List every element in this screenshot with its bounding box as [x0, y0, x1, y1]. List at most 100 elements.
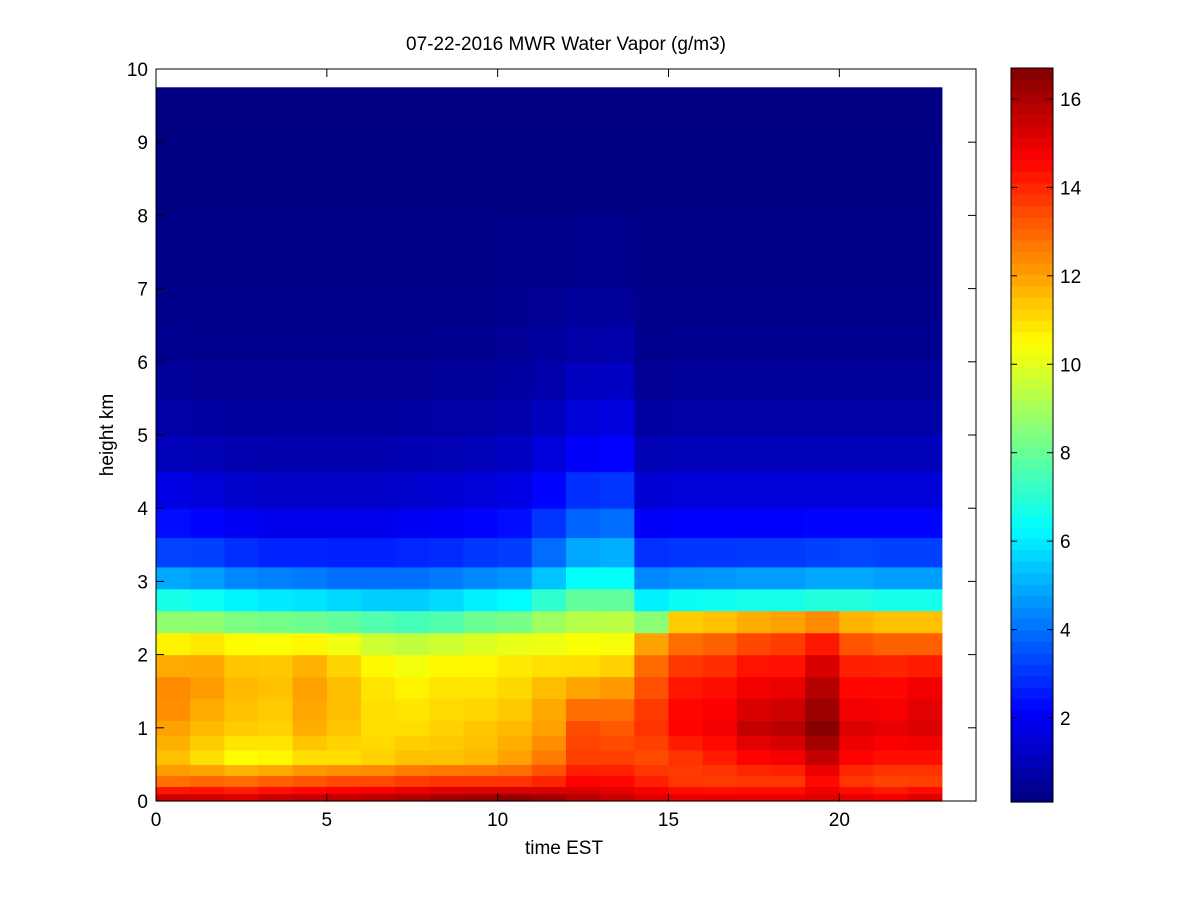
y-tick-label: 3	[137, 572, 148, 593]
heatmap-cell	[224, 632, 260, 656]
heatmap-cell	[531, 698, 567, 722]
colorbar-step	[1011, 297, 1053, 310]
heatmap-cell	[326, 749, 362, 765]
heatmap-cell	[634, 698, 670, 722]
heatmap-cell	[531, 325, 567, 363]
colorbar-step	[1011, 595, 1053, 608]
heatmap-cell	[156, 508, 191, 539]
heatmap-cell	[736, 215, 772, 290]
heatmap-cell	[463, 676, 499, 700]
heatmap-cell	[771, 325, 806, 363]
heatmap-cell	[702, 87, 738, 143]
heatmap-cell	[702, 398, 738, 436]
heatmap-cell	[668, 566, 704, 590]
heatmap-cell	[463, 361, 499, 399]
heatmap-cell	[224, 435, 260, 473]
colorbar-step	[1011, 320, 1053, 333]
heatmap-cell	[258, 786, 294, 795]
heatmap-cell	[702, 566, 738, 590]
heatmap-cell	[190, 398, 225, 436]
heatmap-cell	[702, 588, 738, 612]
heatmap-cell	[907, 698, 943, 722]
y-tick-label: 1	[137, 719, 148, 740]
heatmap-cell	[395, 215, 430, 290]
heatmap-cell	[634, 398, 670, 436]
heatmap-cell	[600, 720, 635, 736]
heatmap-cell	[873, 361, 909, 399]
colorbar-step	[1011, 251, 1053, 264]
heatmap-cell	[463, 142, 499, 216]
heatmap-cell	[463, 654, 499, 678]
heatmap-cell	[668, 215, 704, 290]
x-axis-label: time EST	[525, 838, 604, 859]
heatmap-cell	[634, 654, 670, 678]
heatmap-cell	[531, 398, 567, 436]
heatmap-cell	[224, 764, 260, 776]
heatmap-cell	[326, 215, 362, 290]
heatmap-cell	[156, 775, 191, 787]
heatmap-cell	[497, 142, 533, 216]
heatmap-cell	[839, 537, 875, 568]
heatmap-cell	[429, 654, 465, 678]
heatmap-cell	[429, 508, 465, 539]
heatmap-cell	[600, 676, 635, 700]
heatmap-cell	[839, 142, 875, 216]
heatmap-cell	[805, 566, 840, 590]
heatmap-cell	[224, 361, 260, 399]
colorbar-tick-label: 14	[1060, 178, 1082, 199]
heatmap-cell	[839, 676, 875, 700]
heatmap-cell	[326, 435, 362, 473]
colorbar-tick-label: 6	[1060, 532, 1071, 553]
heatmap-cell	[395, 610, 430, 634]
heatmap-cell	[600, 471, 635, 509]
heatmap-cell	[771, 288, 806, 326]
heatmap-cell	[361, 142, 396, 216]
y-axis-label: height km	[97, 394, 118, 476]
heatmap-cell	[771, 698, 806, 722]
heatmap-cell	[326, 87, 362, 143]
colorbar-step	[1011, 779, 1053, 792]
heatmap-cell	[429, 588, 465, 612]
heatmap-cell	[668, 288, 704, 326]
heatmap-cell	[805, 654, 840, 678]
heatmap-cell	[839, 508, 875, 539]
heatmap-cell	[326, 588, 362, 612]
colorbar-step	[1011, 675, 1053, 688]
heatmap-cell	[805, 325, 840, 363]
heatmap-cell	[736, 398, 772, 436]
heatmap-cell	[702, 775, 738, 787]
colorbar-step	[1011, 79, 1053, 92]
y-tick-label: 6	[137, 353, 148, 374]
heatmap-cell	[907, 775, 943, 787]
colorbar-step	[1011, 354, 1053, 367]
heatmap-cell	[395, 698, 430, 722]
heatmap-cell	[326, 537, 362, 568]
heatmap-cell	[497, 775, 533, 787]
heatmap-cell	[736, 566, 772, 590]
heatmap-cell	[771, 676, 806, 700]
heatmap-cell	[805, 288, 840, 326]
heatmap-cell	[873, 632, 909, 656]
colorbar-step	[1011, 526, 1053, 539]
heatmap-cell	[566, 537, 601, 568]
heatmap-cell	[258, 508, 294, 539]
heatmap-cell	[326, 142, 362, 216]
colorbar-gradient	[1011, 68, 1053, 803]
heatmap-cell	[736, 87, 772, 143]
heatmap-cell	[292, 793, 328, 802]
heatmap-cell	[805, 735, 840, 751]
heatmap-cell	[190, 775, 225, 787]
heatmap-cell	[736, 786, 772, 795]
heatmap-cell	[258, 87, 294, 143]
heatmap-cell	[224, 698, 260, 722]
heatmap-cell	[156, 749, 191, 765]
heatmap-cell	[736, 775, 772, 787]
heatmap-cell	[566, 588, 601, 612]
heatmap-cell	[292, 471, 328, 509]
heatmap-cell	[258, 749, 294, 765]
heatmap-cell	[258, 720, 294, 736]
heatmap-cell	[361, 398, 396, 436]
heatmap-cell	[292, 87, 328, 143]
heatmap-cell	[634, 361, 670, 399]
heatmap-cell	[292, 632, 328, 656]
